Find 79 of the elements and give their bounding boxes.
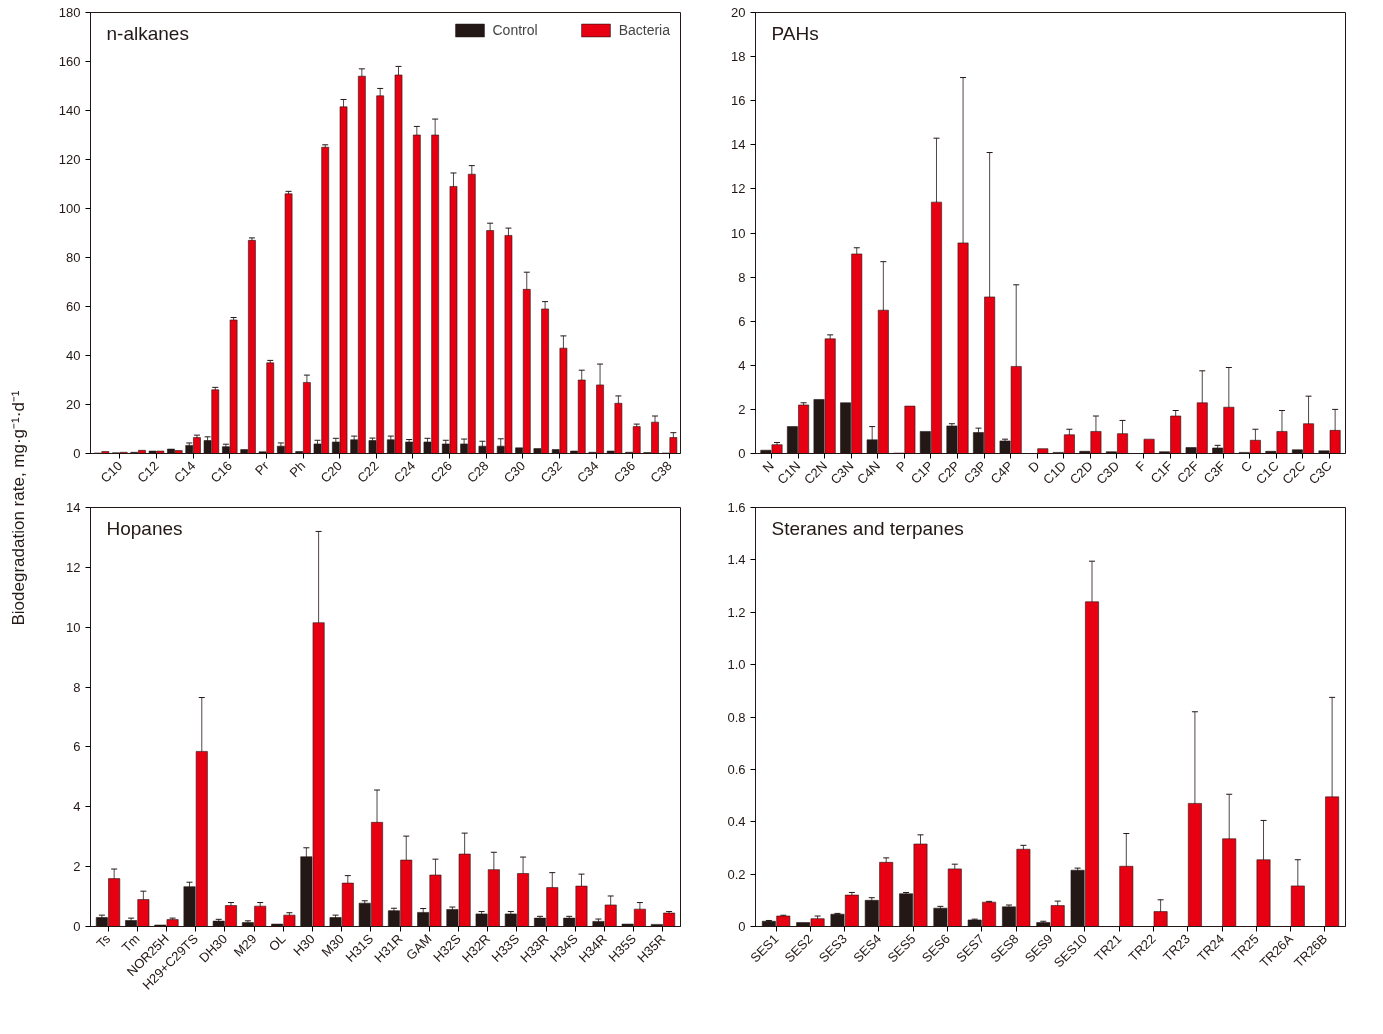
y-tick-label: 0 bbox=[73, 919, 81, 934]
x-tick-label: Ts bbox=[93, 930, 114, 951]
y-tick-label: 8 bbox=[73, 679, 81, 695]
y-tick-label: 10 bbox=[66, 619, 81, 635]
y-tick-label: 1.4 bbox=[727, 552, 746, 568]
y-tick-label: 12 bbox=[66, 559, 81, 575]
y-tick-label: 0.6 bbox=[727, 761, 746, 777]
x-tick-label: C28 bbox=[464, 458, 492, 486]
x-tick-label: C10 bbox=[97, 458, 126, 486]
y-tick-label: 14 bbox=[731, 137, 746, 153]
x-tick-label: C1F bbox=[1147, 458, 1176, 487]
x-tick-label: C14 bbox=[170, 458, 199, 486]
y-tick-label: 1.2 bbox=[727, 604, 746, 620]
x-tick-label: C16 bbox=[207, 458, 236, 486]
x-tick-label: C34 bbox=[574, 458, 602, 486]
y-tick-label: 0 bbox=[738, 446, 746, 461]
x-tick-label: C38 bbox=[647, 458, 675, 486]
x-tick-label: C36 bbox=[610, 458, 639, 486]
x-tick-label: OL bbox=[265, 931, 289, 955]
x-tick-label: C20 bbox=[317, 458, 345, 486]
text: Steranes and terpanes bbox=[771, 517, 964, 539]
y-tick-label: 100 bbox=[58, 201, 81, 216]
x-tick-label: M29 bbox=[230, 931, 260, 960]
y-tick-label: 6 bbox=[738, 313, 746, 329]
y-tick-label: 10 bbox=[731, 225, 746, 241]
y-tick-label: 2 bbox=[73, 859, 81, 875]
y-tick-label: 20 bbox=[731, 5, 746, 20]
legend-label: Control bbox=[492, 22, 538, 38]
y-tick-label: 14 bbox=[66, 500, 81, 515]
y-axis-title: Biodegradation rate, mg·g⁻¹·d⁻¹ bbox=[9, 390, 28, 626]
x-tick-label: C24 bbox=[390, 458, 419, 486]
y-tick-label: 8 bbox=[738, 269, 746, 285]
x-tick-label: H30 bbox=[290, 931, 318, 959]
y-tick-label: 180 bbox=[58, 5, 81, 20]
x-tick-label: C2F bbox=[1174, 458, 1203, 487]
x-tick-label: C30 bbox=[500, 458, 529, 486]
y-tick-label: 4 bbox=[738, 357, 746, 373]
y-tick-label: 1.0 bbox=[727, 657, 746, 673]
x-tick-label: F bbox=[1132, 458, 1149, 475]
y-tick-label: 40 bbox=[66, 348, 81, 363]
y-tick-label: 0.8 bbox=[727, 709, 746, 725]
x-tick-label: C3N bbox=[827, 458, 857, 488]
x-tick-label: D bbox=[1025, 458, 1043, 476]
y-tick-label: 140 bbox=[58, 103, 81, 118]
y-tick-label: 0.2 bbox=[727, 866, 746, 882]
y-tick-label: 18 bbox=[731, 49, 746, 65]
text: Hopanes bbox=[106, 517, 183, 539]
x-tick-label: N bbox=[759, 458, 777, 476]
text: n-alkanes bbox=[106, 22, 189, 44]
x-tick-label: C26 bbox=[427, 458, 455, 486]
x-tick-label: C3P bbox=[960, 458, 990, 487]
y-tick-label: 6 bbox=[73, 739, 81, 755]
x-tick-label: C22 bbox=[354, 458, 382, 486]
x-tick-label: P bbox=[892, 458, 910, 475]
y-tick-label: 2 bbox=[738, 401, 746, 417]
x-tick-label: C3F bbox=[1200, 458, 1229, 487]
y-tick-label: 0 bbox=[73, 446, 81, 461]
text: PAHs bbox=[771, 22, 819, 44]
legend-label: Bacteria bbox=[618, 22, 670, 38]
y-tick-label: 12 bbox=[731, 181, 746, 197]
x-tick-label: C4P bbox=[987, 458, 1016, 487]
x-tick-label: Pr bbox=[251, 457, 273, 478]
y-tick-label: 160 bbox=[58, 54, 81, 69]
x-tick-label: C1P bbox=[907, 458, 937, 487]
x-tick-label: C32 bbox=[537, 458, 565, 486]
y-tick-label: 16 bbox=[731, 93, 746, 109]
y-tick-label: 4 bbox=[73, 799, 81, 815]
y-tick-label: 20 bbox=[66, 397, 81, 412]
y-tick-label: 80 bbox=[66, 250, 81, 265]
x-tick-label: C2P bbox=[934, 458, 963, 487]
y-tick-label: 0.4 bbox=[727, 814, 746, 830]
y-tick-label: 1.6 bbox=[727, 500, 746, 515]
y-tick-label: 120 bbox=[58, 152, 81, 167]
y-tick-label: 60 bbox=[66, 299, 81, 314]
x-tick-label: C4N bbox=[854, 458, 884, 488]
x-tick-label: Ph bbox=[286, 458, 309, 481]
y-tick-label: 0 bbox=[738, 919, 746, 934]
x-tick-label: C12 bbox=[134, 458, 162, 486]
x-tick-label: C3D bbox=[1093, 458, 1123, 488]
